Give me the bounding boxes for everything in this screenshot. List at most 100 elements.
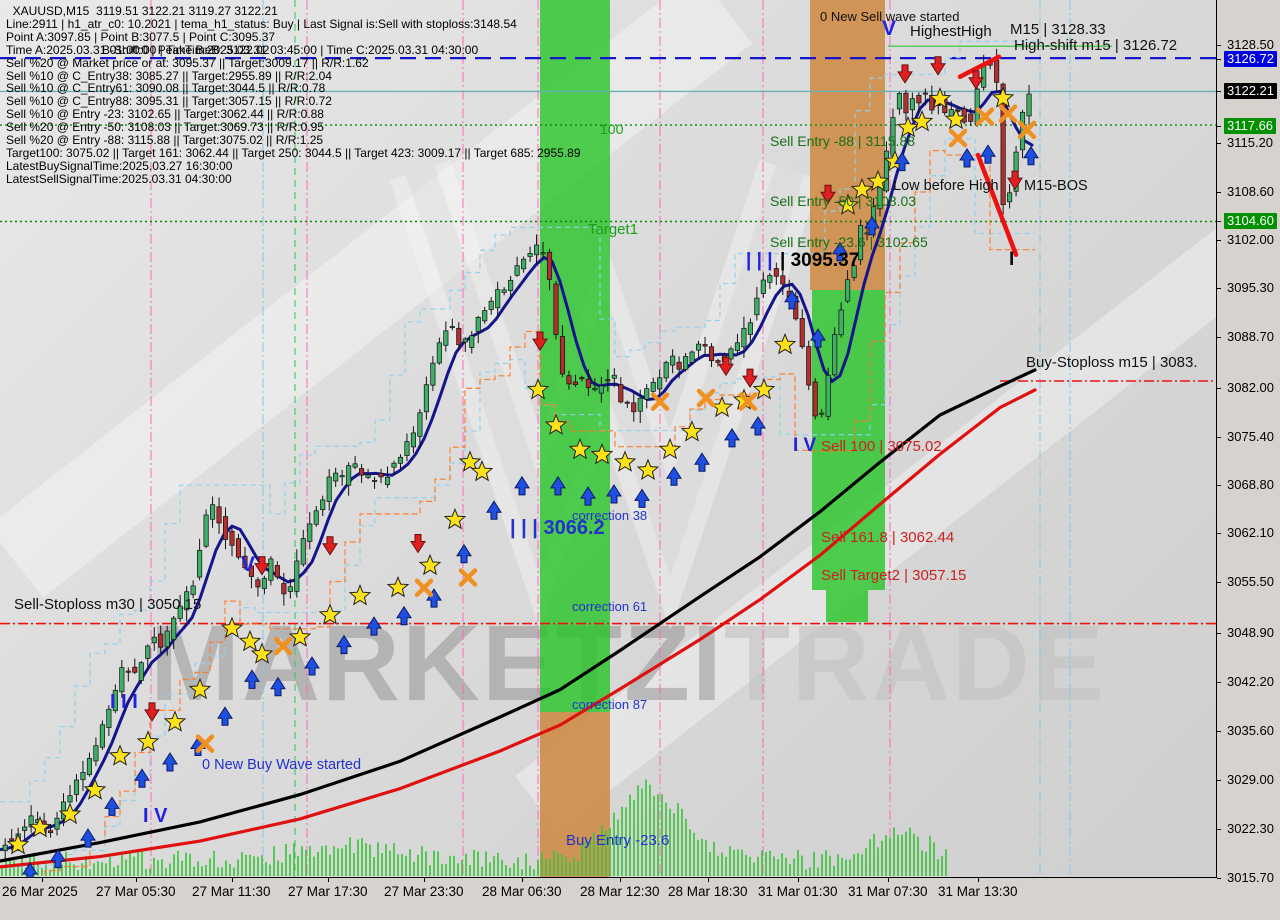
candle-body <box>540 252 546 255</box>
watermark-part1: MARKETZI <box>150 602 724 723</box>
price-axis-label: 3088.70 <box>1227 329 1274 344</box>
new-buy-wave-label: 0 New Buy Wave started <box>202 757 362 773</box>
star-marker <box>188 677 212 700</box>
star-marker <box>238 629 262 652</box>
down-arrow-marker <box>1007 170 1023 191</box>
candle-body <box>994 59 1000 83</box>
price-tick <box>1217 437 1221 438</box>
candle-body <box>708 346 715 362</box>
chart-canvas[interactable] <box>0 0 1216 877</box>
price-axis[interactable]: 3128.50 3126.72 3122.21 3117.66 3115.20 3108.… <box>1217 0 1280 885</box>
wave-iv-marker: I V <box>793 435 817 456</box>
price-axis-label: 3126.72 <box>1224 51 1277 67</box>
info-header-line: Sell %20 @ Entry -50: 3108.03 || Target:… <box>6 120 324 135</box>
candle-body <box>495 289 501 309</box>
star-marker <box>590 443 614 465</box>
wave-iv-left-marker: I V <box>143 805 168 827</box>
price-axis-label: 3055.50 <box>1227 574 1274 589</box>
price-axis-label: 3108.60 <box>1227 184 1274 199</box>
candle-body <box>326 476 332 502</box>
candle-body <box>961 108 967 123</box>
time-tick <box>708 878 709 882</box>
down-arrow-marker <box>718 356 734 377</box>
info-header-line: Sell %10 @ C_Entry61: 3090.08 || Target:… <box>6 81 326 96</box>
candle-body <box>832 334 838 376</box>
star-marker <box>348 584 372 606</box>
candle-body <box>909 98 915 111</box>
price-axis-label: 3029.00 <box>1227 772 1274 787</box>
candle-body <box>125 670 131 673</box>
candle-body <box>482 310 488 322</box>
up-arrow-marker <box>894 151 910 172</box>
time-tick <box>424 878 425 882</box>
info-header-line: Sell %10 @ C_Entry88: 3095.31 || Target:… <box>6 94 332 109</box>
star-marker <box>836 193 860 215</box>
info-header-block: XAUUSD,M15 3119.51 3122.21 3119.27 3122.… <box>6 5 581 186</box>
time-axis[interactable]: 26 Mar 2025 27 Mar 05:30 27 Mar 11:30 27 Ma… <box>0 878 1280 920</box>
down-arrow-marker <box>820 184 836 205</box>
up-arrow-marker <box>50 848 66 869</box>
down-arrow-marker <box>532 331 548 352</box>
info-header-line: Sell %20 @ Entry -88: 3115.88 || Target:… <box>6 133 324 148</box>
candle-body <box>689 351 695 363</box>
star-marker <box>386 575 410 598</box>
candle-body <box>475 317 481 332</box>
candle-body <box>825 374 831 417</box>
buy-entry-label: Buy Entry -23.6 <box>566 832 670 849</box>
wave-v-mid-marker: V <box>241 553 256 576</box>
candle-body <box>469 335 475 348</box>
time-tick <box>798 878 799 882</box>
candle-body <box>99 724 105 748</box>
candle-body <box>248 565 254 577</box>
chart-plot-area[interactable]: MARKETZITRADE 0 New Sell wave started V Hi… <box>0 0 1217 878</box>
price-tick <box>1217 45 1221 46</box>
candle-body <box>106 708 112 728</box>
candle-body <box>981 65 987 88</box>
candle-body <box>222 516 229 540</box>
candle-body <box>527 253 533 257</box>
price-tick <box>1217 143 1221 144</box>
time-axis-label: 28 Mar 18:30 <box>668 884 748 899</box>
candle-body <box>734 342 740 351</box>
star-marker <box>773 332 797 355</box>
price-tick <box>1217 829 1221 830</box>
highlight-band <box>810 0 885 290</box>
star-marker <box>910 109 934 132</box>
price-axis-label: 3122.21 <box>1224 83 1277 99</box>
candle-body <box>812 381 818 417</box>
x-cross-marker <box>975 107 995 126</box>
candle-body <box>754 297 760 316</box>
star-marker <box>220 616 244 638</box>
price-axis-label: 3082.00 <box>1227 380 1274 395</box>
candle-body <box>184 591 190 611</box>
candle-body <box>546 251 553 280</box>
star-marker <box>658 437 682 460</box>
price-axis-label: 3102.00 <box>1227 232 1274 247</box>
candle-body <box>268 558 274 581</box>
info-header-line: LatestBuySignalTime:2025.03.27 16:30:00 <box>6 158 233 173</box>
up-arrow-marker <box>486 500 502 520</box>
up-arrow-marker <box>980 144 996 164</box>
up-arrow-marker <box>634 488 650 508</box>
candle-body <box>410 432 416 448</box>
candle-body <box>553 283 559 335</box>
candle-body <box>242 555 248 569</box>
star-marker <box>443 507 467 530</box>
x-cross-marker <box>650 392 670 411</box>
price-tick <box>1217 731 1221 732</box>
info-header-line: LatestSellSignalTime:2025.03.31 04:30:00 <box>6 171 232 186</box>
candle-body <box>300 538 306 565</box>
time-tick <box>978 878 979 882</box>
up-arrow-marker <box>784 289 800 310</box>
time-tick <box>522 878 523 882</box>
candle-body <box>80 772 86 781</box>
star-marker <box>866 169 890 192</box>
price-tick <box>1217 682 1221 683</box>
price-axis-label: 3042.20 <box>1227 674 1274 689</box>
info-header-overlay: B-Shift:0 | PeakTimeB: 3122.02 <box>102 42 270 57</box>
candle-body <box>819 412 825 415</box>
candle-body <box>896 93 902 110</box>
time-axis-label: 28 Mar 12:30 <box>580 884 660 899</box>
star-marker <box>83 778 107 800</box>
candle-body <box>164 630 170 648</box>
